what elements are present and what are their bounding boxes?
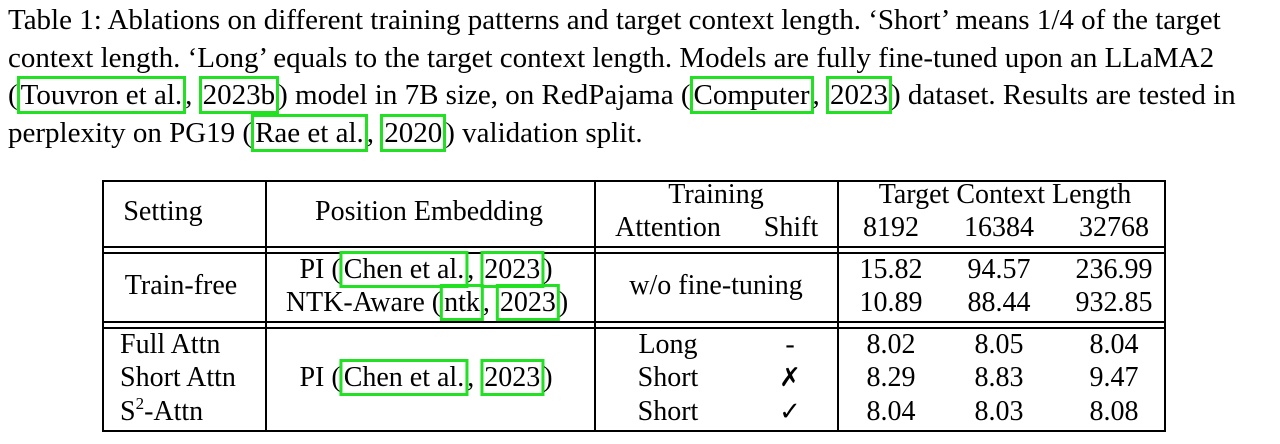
citation-link[interactable]: 2023 [480,251,545,288]
value-cell: 932.85 [1075,287,1153,318]
value-cell: 8.83 [974,362,1024,393]
setting-cell: Full Attn [120,329,221,360]
citation-link[interactable]: 2020 [380,113,447,152]
attention-cell: Long [638,329,698,360]
table-section-rule [102,327,1166,329]
caption-text: Table 1: Ablations on different training… [8,4,1221,111]
value-cell: 8.02 [866,329,916,360]
table-section-rule [102,321,1166,323]
caption-text: ) validation split. [445,116,643,149]
value-cell: 88.44 [967,287,1031,318]
table-caption: Table 1: Ablations on different training… [8,2,1274,152]
caption-text: ) model in 7B size, on RedPajama ( [278,79,691,111]
header-length: 16384 [964,212,1034,243]
citation-link[interactable]: 2023 [495,284,560,321]
citation-link[interactable]: 2023b [198,76,280,114]
citation-link[interactable]: 2023 [480,359,545,396]
header-target-context-length: Target Context Length [878,179,1132,210]
value-cell: 8.29 [866,362,916,393]
citation-link[interactable]: Computer [689,76,814,114]
value-cell: 8.08 [1089,396,1139,427]
value-cell: 8.04 [1089,329,1139,360]
citation-link[interactable]: Chen et al. [339,251,469,288]
table-bottom-rule [102,430,1166,432]
value-cell: 94.57 [967,254,1031,285]
table-header-rule [102,246,1166,248]
value-cell: 236.99 [1075,254,1153,285]
table-left-border [102,180,104,432]
position-embedding-cell: NTK-Aware (ntk, 2023) [286,284,568,321]
header-length: 32768 [1079,212,1149,243]
table-column-rule [265,180,267,432]
header-length: 8192 [863,212,919,243]
position-embedding-cell: PI (Chen et al., 2023) [299,251,553,288]
training-cell: w/o fine-tuning [629,270,803,301]
setting-cell: S2-Attn [120,394,204,427]
shift-cross-icon: ✗ [779,363,801,393]
table-top-rule [102,180,1166,182]
header-setting: Setting [123,196,203,227]
setting-cell: Train-free [124,270,238,301]
table-right-border [1164,180,1166,432]
setting-cell: Short Attn [120,362,236,393]
citation-link[interactable]: 2023 [826,76,892,114]
shift-dash: - [785,329,795,360]
table-header-rule [102,252,1166,254]
value-cell: 10.89 [859,287,923,318]
citation-link[interactable]: Chen et al. [339,359,469,396]
attention-cell: Short [637,362,699,393]
value-cell: 8.03 [974,396,1024,427]
table-column-rule [594,180,596,432]
table-column-rule [837,180,839,432]
position-embedding-cell: PI (Chen et al., 2023) [299,359,553,396]
header-attention: Attention [615,212,721,243]
citation-link[interactable]: ntk [440,284,484,321]
citation-link[interactable]: Rae et al. [251,113,368,152]
shift-check-icon: ✓ [779,397,801,427]
value-cell: 8.04 [866,396,916,427]
header-shift: Shift [763,212,819,243]
citation-link[interactable]: Touvron et al. [16,76,187,114]
value-cell: 15.82 [859,254,923,285]
header-training: Training [668,179,764,210]
attention-cell: Short [637,396,699,427]
header-position-embedding: Position Embedding [315,196,543,227]
value-cell: 9.47 [1089,362,1139,393]
caption-text: ) dataset. Results are tested in perplex… [8,79,1236,149]
value-cell: 8.05 [974,329,1024,360]
